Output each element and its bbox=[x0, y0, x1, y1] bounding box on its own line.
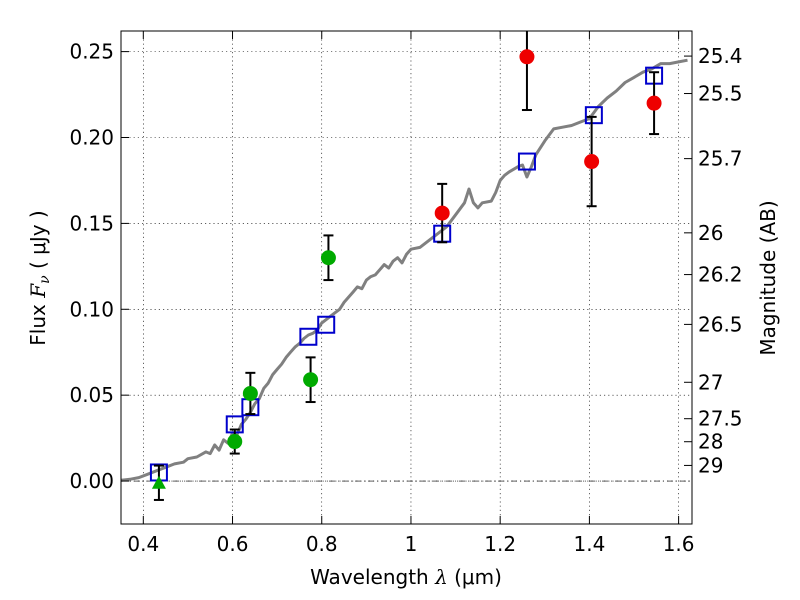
model-flux-square bbox=[584, 106, 603, 125]
right-tick-label: 28 bbox=[698, 430, 723, 454]
x-axis-label-prefix: Wavelength bbox=[310, 565, 435, 589]
right-tick-label: 27 bbox=[698, 370, 723, 394]
observed-flux-point bbox=[320, 250, 336, 266]
right-tick-label: 25.4 bbox=[698, 44, 743, 68]
observed-flux-point bbox=[227, 434, 243, 450]
x-axis-label-symbol: λ bbox=[434, 565, 448, 589]
model-flux-square bbox=[299, 327, 318, 346]
right-tick-label: 26 bbox=[698, 221, 723, 245]
model-flux-square bbox=[317, 315, 336, 334]
x-tick-label: 1.2 bbox=[484, 532, 516, 556]
right-tick-label: 25.5 bbox=[698, 82, 743, 106]
data-marks bbox=[121, 31, 688, 501]
x-tick-label: 1 bbox=[405, 532, 418, 556]
right-axis-label: Magnitude (AB) bbox=[756, 200, 780, 355]
right-tick-label: 27.5 bbox=[698, 407, 743, 431]
x-tick-label: 1.4 bbox=[573, 532, 605, 556]
right-tick-label: 26.2 bbox=[698, 263, 743, 287]
y-tick-label: 0.05 bbox=[69, 383, 114, 407]
x-axis-label-unit: (μm) bbox=[448, 565, 502, 589]
x-axis-label: Wavelength λ (μm) bbox=[310, 565, 502, 589]
right-tick-label: 25.7 bbox=[698, 147, 743, 171]
grid-lines bbox=[121, 31, 692, 524]
plot-area bbox=[121, 31, 688, 501]
y-axis-label-subscript: ν bbox=[37, 275, 53, 284]
observed-flux-point bbox=[584, 154, 600, 170]
axis-ticks: 0.4 0.6 0.8 1 1.2 1.4 1.6 0.00 0.05 0.10 0.15 0.20 0… bbox=[69, 31, 743, 556]
y-axis-label-unit: ( μJy ) bbox=[26, 210, 50, 275]
right-tick-label: 29 bbox=[698, 453, 723, 477]
observed-flux-point bbox=[519, 49, 535, 65]
observed-flux-point bbox=[242, 385, 258, 401]
observed-flux-point bbox=[434, 205, 450, 221]
observed-flux-point bbox=[303, 372, 319, 388]
y-axis-label: Flux Fν ( μJy ) bbox=[26, 210, 53, 345]
x-tick-label: 0.6 bbox=[217, 532, 249, 556]
x-tick-label: 1.6 bbox=[663, 532, 695, 556]
observed-flux-triangle bbox=[151, 475, 166, 489]
right-tick-label: 26.5 bbox=[698, 312, 743, 336]
y-axis-label-symbol: F bbox=[26, 283, 50, 299]
y-tick-label: 0.20 bbox=[69, 126, 114, 150]
x-tick-label: 0.4 bbox=[127, 532, 159, 556]
model-flux-square bbox=[517, 152, 536, 171]
plot-frame bbox=[120, 30, 693, 525]
y-axis-label-prefix: Flux bbox=[26, 298, 50, 346]
observed-flux-point bbox=[646, 95, 662, 111]
y-tick-label: 0.00 bbox=[69, 469, 114, 493]
y-tick-label: 0.25 bbox=[69, 40, 114, 64]
y-tick-label: 0.15 bbox=[69, 211, 114, 235]
x-tick-label: 0.8 bbox=[306, 532, 338, 556]
y-tick-label: 0.10 bbox=[69, 297, 114, 321]
